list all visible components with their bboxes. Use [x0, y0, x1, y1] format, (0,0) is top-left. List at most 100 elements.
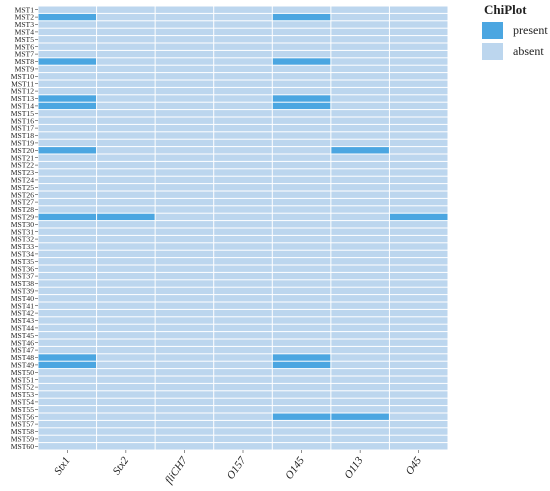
heatmap-cell	[38, 213, 97, 221]
heatmap-cell	[155, 428, 214, 435]
heatmap-cell	[38, 36, 97, 43]
heatmap-cell	[38, 280, 97, 287]
heatmap-cell	[38, 110, 97, 117]
legend-title: ChiPlot	[484, 2, 527, 17]
y-tick-label: MST45	[11, 331, 34, 340]
heatmap-cell	[155, 117, 214, 124]
heatmap-cell	[97, 295, 155, 302]
heatmap-cell	[38, 176, 97, 184]
heatmap-cell	[272, 258, 331, 265]
heatmap-cell	[214, 265, 272, 272]
heatmap-cell	[272, 95, 331, 102]
y-tick-label: MST52	[11, 383, 34, 392]
heatmap-cell	[214, 243, 272, 250]
heatmap-cell	[38, 250, 97, 258]
heatmap-cell	[155, 13, 214, 21]
heatmap-cell	[389, 154, 448, 161]
heatmap-cell	[38, 346, 97, 354]
heatmap-cell	[389, 206, 448, 213]
heatmap-cell	[389, 161, 448, 169]
y-tick-label: MST31	[11, 227, 34, 236]
heatmap-cell	[272, 317, 331, 324]
heatmap-cell	[38, 376, 97, 383]
heatmap-cell	[331, 213, 389, 221]
heatmap-cell	[214, 147, 272, 154]
heatmap-cell	[155, 324, 214, 332]
y-tick-label: MST34	[11, 250, 34, 259]
heatmap-cell	[97, 324, 155, 332]
heatmap-cell	[331, 354, 389, 361]
heatmap-cell	[214, 206, 272, 213]
heatmap-cell	[214, 80, 272, 87]
y-tick-label: MST29	[11, 213, 34, 222]
y-tick-label: MST1	[15, 5, 35, 14]
heatmap-cell	[38, 161, 97, 169]
heatmap-cell	[38, 435, 97, 443]
heatmap-cell	[155, 406, 214, 413]
heatmap-cell	[272, 295, 331, 302]
heatmap-cell	[331, 420, 389, 428]
heatmap-cell	[97, 369, 155, 376]
heatmap-cell	[214, 198, 272, 206]
y-tick-label: MST56	[11, 412, 34, 421]
heatmap-cell	[389, 287, 448, 295]
heatmap-cell	[331, 6, 389, 13]
heatmap-cell	[272, 80, 331, 87]
heatmap-cell	[38, 361, 97, 369]
heatmap-cell	[389, 420, 448, 428]
heatmap-cell	[272, 21, 331, 28]
y-tick-label: MST46	[11, 338, 34, 347]
heatmap-cell	[272, 161, 331, 169]
heatmap-cell	[331, 87, 389, 95]
heatmap-cell	[389, 110, 448, 117]
heatmap-cell	[389, 295, 448, 302]
heatmap-cell	[97, 102, 155, 110]
heatmap-cell	[331, 184, 389, 191]
heatmap-cell	[38, 206, 97, 213]
heatmap-cell	[272, 73, 331, 80]
heatmap-cell	[97, 391, 155, 398]
heatmap-cell	[38, 339, 97, 346]
x-tick-label: fliCH7	[163, 454, 190, 486]
heatmap-cell	[331, 102, 389, 110]
heatmap-cell	[97, 206, 155, 213]
heatmap-cell	[155, 221, 214, 228]
heatmap-cell	[214, 361, 272, 369]
heatmap-cell	[97, 280, 155, 287]
heatmap-cell	[389, 80, 448, 87]
heatmap-cell	[389, 21, 448, 28]
heatmap-cell	[38, 102, 97, 110]
heatmap-cell	[38, 302, 97, 309]
heatmap-cell	[272, 139, 331, 147]
heatmap-cell	[155, 102, 214, 110]
heatmap-cell	[155, 339, 214, 346]
heatmap-cell	[389, 87, 448, 95]
heatmap-cell	[155, 383, 214, 391]
heatmap-cell	[331, 21, 389, 28]
heatmap-cell	[272, 6, 331, 13]
heatmap-cell	[389, 95, 448, 102]
heatmap-cell	[155, 317, 214, 324]
heatmap-cell	[214, 413, 272, 420]
heatmap-cell	[97, 139, 155, 147]
y-tick-label: MST41	[11, 301, 34, 310]
heatmap-cell	[331, 309, 389, 317]
heatmap-cell	[97, 124, 155, 132]
heatmap-cell	[155, 346, 214, 354]
heatmap-cell	[389, 376, 448, 383]
heatmap-cell	[272, 213, 331, 221]
heatmap-cell	[331, 258, 389, 265]
heatmap-cell	[38, 265, 97, 272]
heatmap-cell	[38, 295, 97, 302]
heatmap-cell	[97, 117, 155, 124]
heatmap-cell	[272, 117, 331, 124]
heatmap-cell	[97, 443, 155, 450]
heatmap-cell	[331, 302, 389, 309]
y-tick-label: MST8	[15, 57, 35, 66]
heatmap-cell	[155, 280, 214, 287]
heatmap-cell	[214, 235, 272, 243]
heatmap-cell	[155, 398, 214, 406]
heatmap-cell	[38, 369, 97, 376]
heatmap-cell	[214, 65, 272, 73]
heatmap-cell	[38, 406, 97, 413]
